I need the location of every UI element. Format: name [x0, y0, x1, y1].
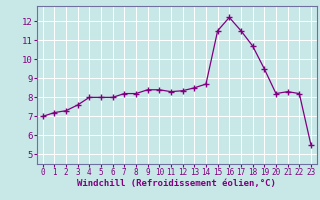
- X-axis label: Windchill (Refroidissement éolien,°C): Windchill (Refroidissement éolien,°C): [77, 179, 276, 188]
